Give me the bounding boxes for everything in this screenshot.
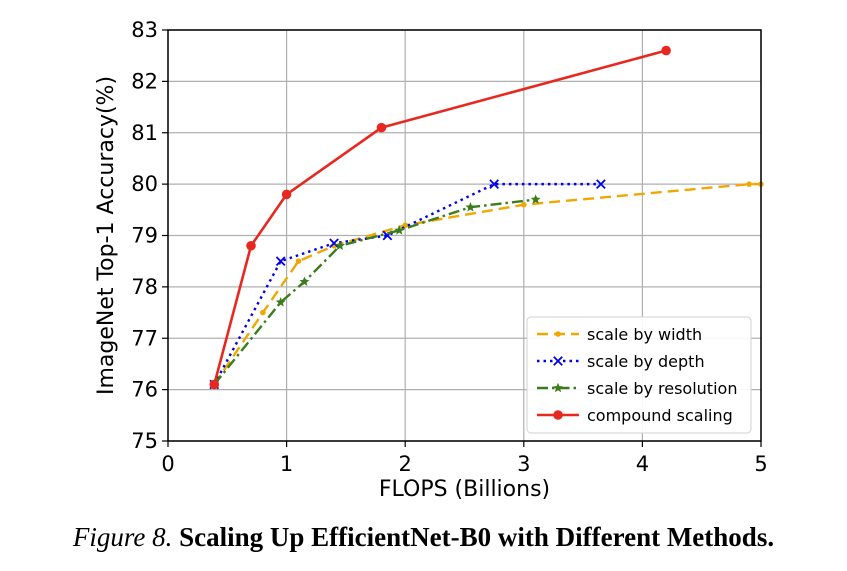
data-point	[746, 181, 752, 187]
legend-item: scale by width	[537, 325, 702, 344]
x-tick-label: 5	[754, 452, 767, 476]
legend-label: scale by resolution	[587, 379, 737, 398]
legend-marker	[553, 356, 563, 366]
y-axis-label: ImageNet Top-1 Accuracy(%)	[94, 76, 119, 395]
figure-label: Figure 8.	[72, 522, 173, 552]
series-2	[209, 194, 541, 389]
y-tick-label: 76	[131, 378, 158, 402]
y-tick-label: 75	[131, 429, 158, 453]
x-axis-label: FLOPS (Billions)	[379, 477, 550, 502]
legend-label: compound scaling	[587, 406, 733, 425]
data-point	[329, 238, 339, 249]
data-point	[275, 256, 286, 267]
data-point	[521, 201, 527, 208]
data-point	[530, 194, 541, 204]
data-point	[281, 189, 292, 200]
data-point	[275, 297, 286, 307]
legend-item: scale by resolution	[537, 379, 737, 398]
y-tick-label: 78	[131, 275, 158, 299]
legend-item: scale by depth	[537, 352, 705, 371]
y-tick-label: 82	[131, 69, 158, 93]
data-point	[295, 258, 302, 264]
data-point	[376, 122, 387, 133]
data-point	[209, 379, 220, 390]
data-point	[489, 179, 499, 189]
legend-marker	[555, 331, 561, 337]
y-tick-label: 80	[131, 172, 158, 196]
y-tick-label: 81	[131, 121, 158, 145]
x-tick-label: 2	[399, 452, 412, 476]
legend-label: scale by width	[587, 325, 702, 344]
figure-caption: Figure 8. Scaling Up EfficientNet-B0 wit…	[0, 522, 847, 553]
legend-marker	[553, 410, 563, 420]
data-point	[465, 202, 476, 212]
series-line	[213, 182, 761, 386]
data-point	[661, 45, 671, 56]
x-tick-label: 3	[517, 452, 530, 476]
series-group	[209, 45, 764, 390]
legend-marker	[553, 382, 563, 393]
axis-ticks: 0 1 2 3 4 5 75 76 77 78 79 80 81 82 83	[131, 18, 767, 476]
data-point	[260, 309, 266, 316]
data-point	[246, 240, 256, 251]
y-tick-label: 83	[131, 18, 158, 42]
chart: 0 1 2 3 4 5 75 76 77 78 79 80 81 82 83 FLOPS (Billions…	[94, 18, 768, 502]
y-tick-label: 79	[131, 224, 158, 248]
data-point	[596, 179, 606, 189]
x-tick-label: 1	[280, 452, 293, 476]
figure-title: Scaling Up EfficientNet-B0 with Differen…	[179, 522, 775, 552]
x-tick-label: 0	[161, 452, 174, 476]
legend-item: compound scaling	[537, 406, 733, 425]
series-3	[209, 45, 671, 390]
data-point	[335, 240, 345, 250]
legend-label: scale by depth	[587, 352, 705, 371]
y-tick-label: 77	[131, 326, 158, 350]
data-point	[299, 276, 310, 286]
data-point	[394, 225, 405, 235]
x-tick-label: 4	[636, 452, 649, 476]
legend-box	[526, 316, 752, 434]
legend: scale by width scale by depth scale by res…	[526, 316, 752, 434]
